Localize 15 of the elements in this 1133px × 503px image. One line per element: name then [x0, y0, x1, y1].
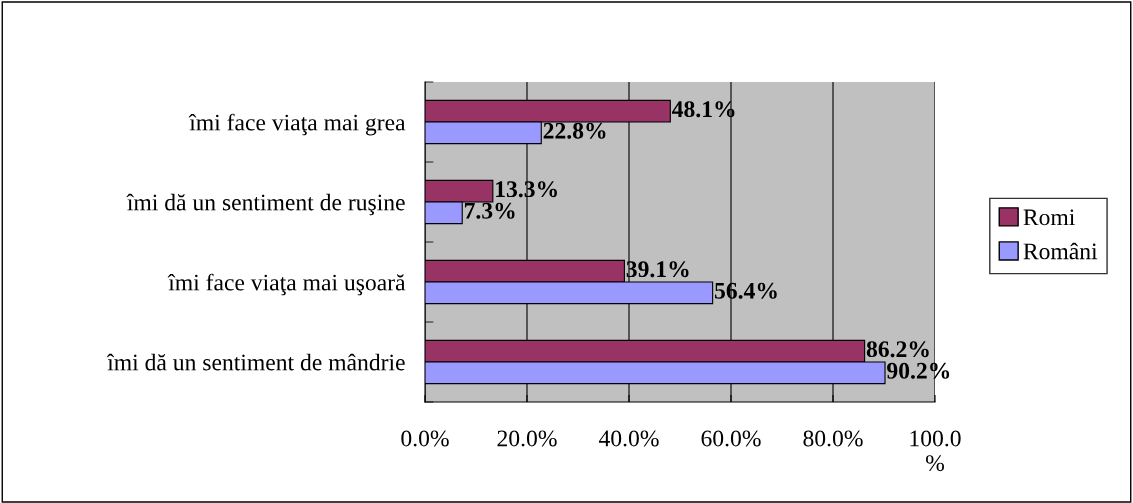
legend-label: Romi — [1023, 209, 1075, 226]
data-label: 7.3% — [464, 202, 515, 219]
y-tick-label: îmi dă un sentiment de ruşine — [126, 193, 405, 216]
x-tick-label: 80.0% — [803, 430, 863, 447]
x-tick-label: 0.0% — [401, 430, 449, 447]
x-tick-label: 60.0% — [701, 430, 761, 447]
data-label: 86.2% — [866, 341, 929, 358]
x-tick-label: 100.0 % — [910, 430, 961, 472]
y-tick-label: îmi face viaţa mai grea — [188, 113, 406, 136]
y-tick-label: îmi dă un sentiment de mândrie — [106, 353, 405, 371]
data-label: 22.8% — [543, 122, 606, 139]
x-tick-label: 40.0% — [598, 430, 659, 447]
legend-label: Români — [1023, 242, 1098, 260]
y-tick-label: îmi face viaţa mai uşoară — [167, 273, 406, 296]
x-tick-label: 20.0% — [497, 430, 557, 447]
